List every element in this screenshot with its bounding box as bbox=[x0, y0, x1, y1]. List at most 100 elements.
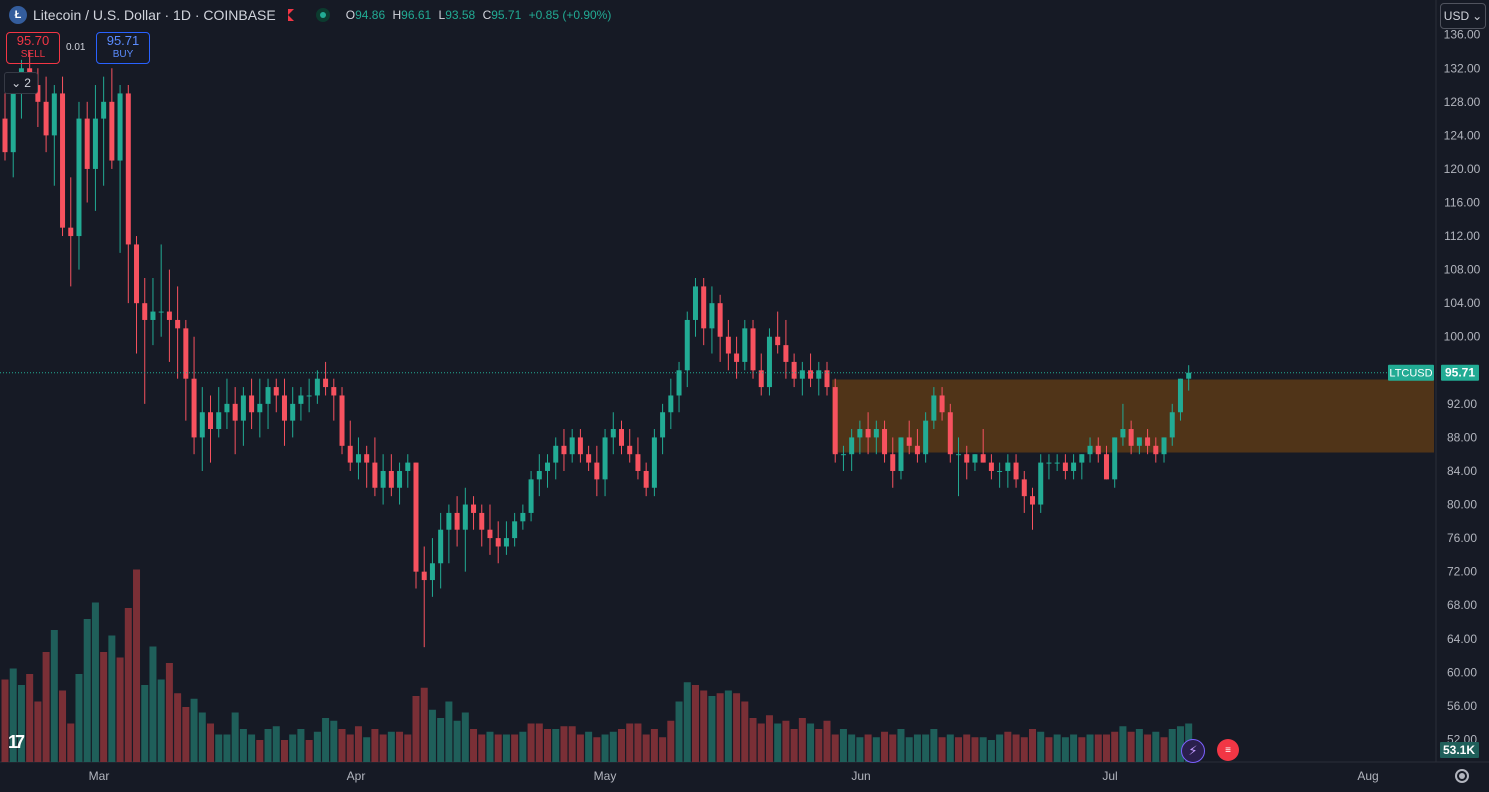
candle-body bbox=[668, 395, 674, 413]
candle-body bbox=[347, 445, 353, 463]
volume-bar bbox=[675, 701, 683, 762]
candle-body bbox=[586, 454, 592, 463]
volume-bar bbox=[1086, 734, 1094, 762]
volume-bar bbox=[494, 734, 502, 762]
candle-body bbox=[898, 437, 904, 471]
y-axis-tick-label: 72.00 bbox=[1447, 565, 1477, 579]
volume-bar bbox=[264, 729, 272, 762]
candle-body bbox=[51, 93, 57, 136]
candle-body bbox=[150, 311, 156, 320]
volume-bar bbox=[683, 682, 691, 762]
volume-bar bbox=[75, 674, 83, 762]
candle-body bbox=[471, 504, 477, 513]
chevron-down-icon: ⌄ bbox=[11, 76, 22, 90]
volume-bar bbox=[1004, 731, 1012, 762]
candle-body bbox=[273, 387, 279, 396]
volume-bar bbox=[256, 740, 264, 762]
candle-body bbox=[561, 445, 567, 455]
volume-bar bbox=[17, 685, 25, 762]
candle-body bbox=[306, 395, 312, 397]
high-label: H bbox=[392, 8, 402, 22]
candle-body bbox=[454, 512, 460, 530]
us-flag-icon[interactable]: ≡ bbox=[1217, 739, 1239, 761]
x-axis-tick-label: Aug bbox=[1357, 769, 1378, 783]
volume-bar bbox=[198, 712, 206, 762]
candle-body bbox=[462, 504, 468, 530]
volume-bar bbox=[486, 731, 494, 762]
volume-bar bbox=[872, 737, 880, 762]
symbol-price-label: LTCUSD bbox=[1389, 368, 1432, 380]
volume-bar bbox=[330, 720, 338, 762]
y-axis-tick-label: 88.00 bbox=[1447, 430, 1477, 444]
candle-body bbox=[1145, 437, 1151, 446]
candle-body bbox=[438, 529, 444, 564]
volume-bar bbox=[848, 734, 856, 762]
candle-body bbox=[2, 118, 8, 153]
volume-bar bbox=[1119, 726, 1127, 762]
volume-bar bbox=[544, 729, 552, 762]
market-status-icon[interactable] bbox=[315, 8, 330, 22]
candle-body bbox=[134, 244, 140, 304]
volume-bar bbox=[667, 720, 675, 762]
volume-bar bbox=[445, 701, 453, 762]
candle-body bbox=[298, 395, 304, 404]
candle-body bbox=[487, 529, 493, 539]
candle-body bbox=[1062, 462, 1068, 471]
volume-bar bbox=[716, 693, 724, 762]
candle-body bbox=[1087, 445, 1093, 455]
candle-body bbox=[890, 454, 896, 471]
candle-body bbox=[1095, 445, 1101, 455]
lightning-icon[interactable]: ⚡ bbox=[1181, 739, 1205, 763]
indicators-toggle-button[interactable]: ⌄ 2 bbox=[4, 72, 38, 94]
candle-body bbox=[980, 454, 986, 463]
candle-body bbox=[380, 470, 386, 488]
candle-body bbox=[397, 470, 403, 488]
candle-body bbox=[799, 370, 805, 379]
candle-body bbox=[906, 437, 912, 446]
volume-bar bbox=[371, 729, 379, 762]
volume-bar bbox=[930, 729, 938, 762]
tradingview-logo-icon[interactable]: 17 bbox=[8, 732, 25, 752]
volume-bar bbox=[659, 737, 667, 762]
volume-bar bbox=[116, 657, 124, 762]
candle-body bbox=[1112, 437, 1118, 480]
spread-value: 0.01 bbox=[66, 42, 86, 53]
x-axis-tick-label: May bbox=[594, 769, 617, 783]
volume-bar bbox=[1094, 734, 1102, 762]
y-axis-tick-label: 104.00 bbox=[1444, 296, 1481, 310]
volume-bar bbox=[519, 731, 527, 762]
sell-button[interactable]: 95.70 SELL bbox=[6, 32, 60, 64]
settings-icon[interactable] bbox=[1455, 769, 1469, 783]
volume-bar bbox=[724, 690, 732, 762]
candle-body bbox=[914, 445, 920, 455]
candle-body bbox=[429, 563, 435, 581]
volume-bar bbox=[576, 734, 584, 762]
candle-body bbox=[1136, 437, 1142, 446]
volume-bar bbox=[190, 698, 198, 762]
volume-bar bbox=[897, 729, 905, 762]
volume-bar bbox=[733, 693, 741, 762]
candle-body bbox=[1177, 378, 1183, 413]
close-value: 95.71 bbox=[491, 8, 522, 22]
volume-bar bbox=[511, 734, 519, 762]
buy-button[interactable]: 95.71 BUY bbox=[96, 32, 150, 64]
volume-bar bbox=[609, 731, 617, 762]
volume-bar bbox=[453, 720, 461, 762]
candle-body bbox=[676, 370, 682, 396]
volume-bar bbox=[1160, 737, 1168, 762]
y-axis-tick-label: 108.00 bbox=[1444, 263, 1481, 277]
symbol-title[interactable]: Litecoin / U.S. Dollar · 1D · COINBASE bbox=[33, 7, 276, 23]
flag-icon[interactable] bbox=[287, 9, 294, 21]
volume-bar bbox=[757, 723, 765, 762]
volume-bar bbox=[798, 718, 806, 762]
currency-selector[interactable]: USD ⌄ bbox=[1440, 3, 1486, 29]
volume-bar bbox=[149, 646, 157, 762]
volume-bar bbox=[1168, 729, 1176, 762]
volume-bar bbox=[626, 723, 634, 762]
y-axis-tick-label: 92.00 bbox=[1447, 397, 1477, 411]
volume-bar bbox=[248, 734, 256, 762]
volume-bar bbox=[552, 729, 560, 762]
volume-bar bbox=[642, 734, 650, 762]
candle-body bbox=[1079, 454, 1085, 463]
